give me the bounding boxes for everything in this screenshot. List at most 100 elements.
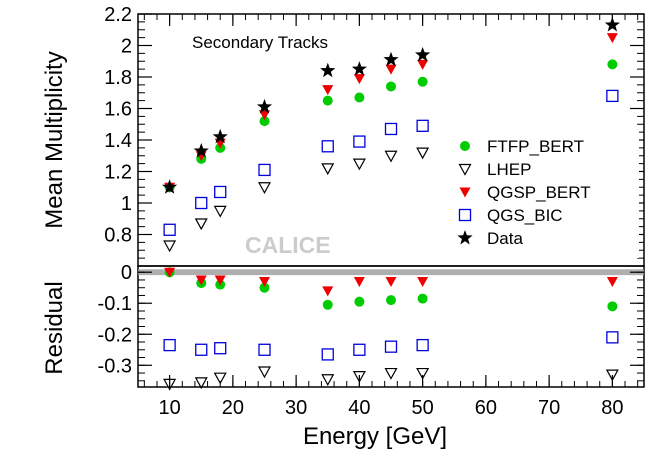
residual-point-lhep: [321, 374, 335, 386]
residual-point-qgs-bic: [384, 340, 398, 353]
x-tick-label: 40: [348, 397, 370, 419]
data-point-qgsp-bert: [385, 64, 397, 75]
top-y-tick-label: 2.2: [104, 4, 132, 26]
data-point-lhep: [163, 240, 177, 253]
residual-point-lhep: [194, 377, 208, 390]
data-point-data: [162, 179, 178, 194]
data-point-qgs-bic: [214, 185, 227, 199]
data-point-data: [256, 98, 273, 114]
residual-point-ftfp-bert: [259, 282, 270, 293]
residual-point-ftfp-bert: [322, 299, 333, 310]
data-point-data: [320, 62, 336, 78]
data-point-data: [212, 128, 228, 144]
data-point-lhep: [213, 205, 227, 218]
legend-label-qgsp-bert: QGSP_BERT: [487, 183, 591, 202]
data-point-qgsp-bert: [417, 59, 429, 70]
residual-point-qgs-bic: [258, 343, 271, 356]
data-point-data: [604, 17, 620, 32]
x-tick-label: 80: [601, 397, 623, 419]
residual-point-qgs-bic: [353, 343, 366, 356]
legend-label-qgs-bic: QGS_BIC: [487, 206, 563, 225]
data-point-ftfp-bert: [607, 59, 618, 70]
residual-point-qgsp-bert: [322, 286, 334, 297]
top-y-tick-label: 2: [121, 36, 132, 58]
annotation-secondary-tracks: Secondary Tracks: [192, 33, 328, 52]
residual-point-qgsp-bert: [353, 277, 365, 288]
data-point-data: [383, 51, 399, 67]
residual-point-qgs-bic: [214, 342, 227, 355]
data-point-lhep: [352, 158, 366, 171]
bottom-axis-ticks: 0 -0.1 -0.2 -0.3: [98, 262, 644, 382]
top-y-axis-label: Mean Multiplicity: [41, 51, 68, 228]
residual-point-qgs-bic: [321, 348, 334, 361]
legend-label-ftfp-bert: FTFP_BERT: [487, 137, 584, 156]
residual-point-qgsp-bert: [214, 275, 226, 286]
residual-point-ftfp-bert: [607, 301, 618, 312]
top-y-tick-label: 1.2: [104, 162, 132, 184]
residual-point-qgs-bic: [416, 338, 429, 352]
x-tick-label: 70: [538, 397, 560, 419]
legend-marker-data: [457, 230, 473, 245]
data-point-lhep: [194, 218, 208, 231]
top-y-tick-label: 1.4: [104, 130, 132, 152]
legend-label-lhep: LHEP: [487, 160, 531, 179]
data-point-lhep: [384, 150, 398, 163]
x-tick-label: 10: [159, 397, 181, 419]
bottom-y-tick-label: -0.1: [98, 293, 132, 315]
data-point-data: [193, 143, 209, 158]
top-y-tick-label: 1: [121, 193, 132, 215]
top-y-tick-label: 0.8: [104, 225, 132, 247]
bottom-y-tick-label: 0: [121, 262, 132, 284]
residual-point-qgsp-bert: [606, 277, 618, 288]
residual-point-qgsp-bert: [195, 275, 207, 286]
x-tick-label: 60: [475, 397, 497, 419]
top-y-tick-label: 1.6: [104, 99, 132, 121]
x-axis-label: Energy [GeV]: [303, 423, 447, 450]
legend: FTFP_BERT LHEP QGSP_BERT QGS_BIC Data: [444, 128, 639, 258]
data-point-ftfp-bert: [417, 76, 428, 87]
residual-point-lhep: [257, 366, 272, 379]
data-point-qgsp-bert: [353, 74, 365, 85]
data-point-qgs-bic: [163, 223, 176, 236]
residual-point-qgs-bic: [163, 338, 176, 352]
x-tick-label: 50: [412, 397, 434, 419]
bottom-panel-markers: [163, 267, 619, 391]
residual-point-qgsp-bert: [164, 267, 176, 278]
data-point-data: [351, 61, 367, 76]
bottom-y-tick-label: -0.2: [98, 324, 132, 346]
residual-point-ftfp-bert: [417, 293, 428, 304]
residual-point-ftfp-bert: [386, 295, 396, 306]
legend-marker-ftfp-bert: [460, 141, 470, 151]
top-y-tick-label: 1.8: [104, 67, 132, 89]
data-point-qgsp-bert: [322, 85, 334, 96]
data-point-qgsp-bert: [259, 110, 270, 121]
residual-point-lhep: [384, 367, 398, 380]
calice-watermark: CALICE: [245, 232, 331, 258]
residual-point-qgsp-bert: [259, 277, 270, 288]
data-point-ftfp-bert: [322, 95, 333, 106]
bottom-y-axis-label: Residual: [41, 281, 68, 374]
data-point-ftfp-bert: [259, 116, 270, 127]
residual-point-lhep: [352, 371, 366, 383]
legend-marker-lhep: [458, 163, 472, 176]
data-point-qgs-bic: [353, 135, 366, 148]
x-axis-ticks: 10 20 30 40 50 60 70 80: [143, 14, 639, 419]
residual-point-lhep: [605, 369, 619, 382]
bottom-y-tick-label: -0.3: [98, 355, 132, 377]
data-point-qgs-bic: [606, 89, 619, 103]
x-tick-label: 30: [285, 397, 307, 419]
data-point-qgs-bic: [195, 196, 208, 210]
residual-point-lhep: [213, 372, 227, 385]
x-tick-label: 20: [222, 397, 244, 419]
data-point-lhep: [416, 147, 430, 160]
residual-point-lhep: [163, 378, 177, 391]
data-point-ftfp-bert: [386, 81, 396, 92]
residual-point-qgsp-bert: [385, 277, 397, 288]
data-point-ftfp-bert: [354, 92, 365, 103]
data-point-lhep: [321, 163, 335, 176]
residual-point-lhep: [416, 367, 430, 380]
data-point-qgs-bic: [321, 140, 334, 153]
data-point-qgs-bic: [416, 119, 429, 132]
legend-marker-qgsp-bert: [459, 187, 471, 198]
